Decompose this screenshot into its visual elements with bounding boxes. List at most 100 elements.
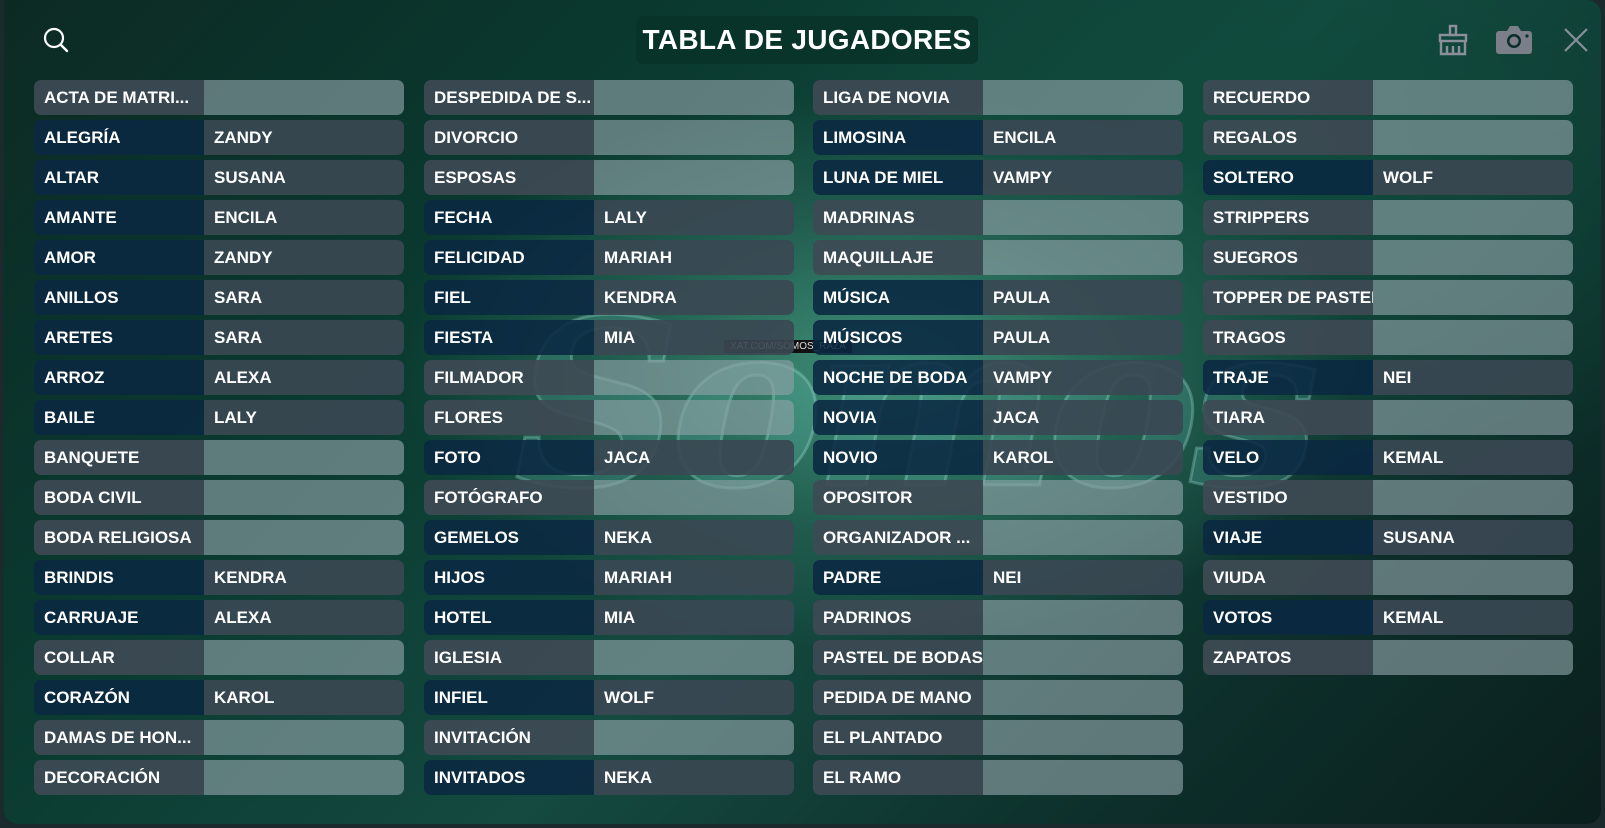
word-label: DESPEDIDA DE S... (424, 80, 594, 115)
player-name (1373, 120, 1573, 155)
player-name (983, 240, 1183, 275)
word-row[interactable]: BAILE LALY (34, 400, 404, 435)
word-row[interactable]: HIJOS MARIAH (424, 560, 794, 595)
word-row[interactable]: STRIPPERS (1203, 200, 1573, 235)
word-row[interactable]: IGLESIA (424, 640, 794, 675)
word-label: SOLTERO (1203, 160, 1373, 195)
word-label: FIEL (424, 280, 594, 315)
word-row[interactable]: COLLAR (34, 640, 404, 675)
word-row[interactable]: AMANTE ENCILA (34, 200, 404, 235)
word-row[interactable]: NOVIO KAROL (813, 440, 1183, 475)
word-row[interactable]: ZAPATOS (1203, 640, 1573, 675)
word-row[interactable]: VIUDA (1203, 560, 1573, 595)
word-row[interactable]: TRAGOS (1203, 320, 1573, 355)
page-title: TABLA DE JUGADORES (636, 16, 978, 64)
word-row[interactable]: REGALOS (1203, 120, 1573, 155)
player-name (204, 640, 404, 675)
player-name: MARIAH (594, 240, 794, 275)
word-row[interactable]: BRINDIS KENDRA (34, 560, 404, 595)
players-column: DESPEDIDA DE S... DIVORCIO ESPOSAS FECHA LAL… (424, 80, 794, 800)
word-row[interactable]: MÚSICOS PAULA (813, 320, 1183, 355)
word-row[interactable]: INVITADOS NEKA (424, 760, 794, 795)
word-row[interactable]: LIGA DE NOVIA (813, 80, 1183, 115)
word-label: VIAJE (1203, 520, 1373, 555)
word-label: DAMAS DE HON... (34, 720, 204, 755)
word-row[interactable]: MADRINAS (813, 200, 1183, 235)
word-row[interactable]: ANILLOS SARA (34, 280, 404, 315)
word-row[interactable]: AMOR ZANDY (34, 240, 404, 275)
word-label: INVITADOS (424, 760, 594, 795)
word-row[interactable]: ACTA DE MATRI... (34, 80, 404, 115)
word-label: ALEGRÍA (34, 120, 204, 155)
player-name: VAMPY (983, 360, 1183, 395)
word-row[interactable]: MAQUILLAJE (813, 240, 1183, 275)
word-row[interactable]: TIARA (1203, 400, 1573, 435)
word-row[interactable]: ALTAR SUSANA (34, 160, 404, 195)
word-row[interactable]: BODA CIVIL (34, 480, 404, 515)
close-button[interactable] (1556, 20, 1596, 60)
word-row[interactable]: PEDIDA DE MANO (813, 680, 1183, 715)
word-row[interactable]: FIESTA MIA (424, 320, 794, 355)
word-row[interactable]: EL RAMO (813, 760, 1183, 795)
clear-button[interactable] (1433, 20, 1473, 60)
word-row[interactable]: CARRUAJE ALEXA (34, 600, 404, 635)
player-name (204, 520, 404, 555)
word-row[interactable]: RECUERDO (1203, 80, 1573, 115)
player-name: KENDRA (204, 560, 404, 595)
word-row[interactable]: PASTEL DE BODAS (813, 640, 1183, 675)
word-row[interactable]: VOTOS KEMAL (1203, 600, 1573, 635)
word-row[interactable]: INFIEL WOLF (424, 680, 794, 715)
word-row[interactable]: LUNA DE MIEL VAMPY (813, 160, 1183, 195)
word-label: RECUERDO (1203, 80, 1373, 115)
word-row[interactable]: NOVIA JACA (813, 400, 1183, 435)
word-row[interactable]: LIMOSINA ENCILA (813, 120, 1183, 155)
word-row[interactable]: FOTÓGRAFO (424, 480, 794, 515)
search-button[interactable] (36, 20, 76, 60)
word-row[interactable]: FELICIDAD MARIAH (424, 240, 794, 275)
word-row[interactable]: TRAJE NEI (1203, 360, 1573, 395)
word-row[interactable]: DECORACIÓN (34, 760, 404, 795)
word-row[interactable]: OPOSITOR (813, 480, 1183, 515)
word-label: ARETES (34, 320, 204, 355)
word-row[interactable]: MÚSICA PAULA (813, 280, 1183, 315)
word-row[interactable]: GEMELOS NEKA (424, 520, 794, 555)
word-row[interactable]: SOLTERO WOLF (1203, 160, 1573, 195)
word-label: BODA CIVIL (34, 480, 204, 515)
word-row[interactable]: HOTEL MIA (424, 600, 794, 635)
word-row[interactable]: CORAZÓN KAROL (34, 680, 404, 715)
word-row[interactable]: DESPEDIDA DE S... (424, 80, 794, 115)
word-row[interactable]: TOPPER DE PASTEL (1203, 280, 1573, 315)
word-row[interactable]: VESTIDO (1203, 480, 1573, 515)
player-name (594, 360, 794, 395)
word-row[interactable]: DAMAS DE HON... (34, 720, 404, 755)
word-row[interactable]: EL PLANTADO (813, 720, 1183, 755)
word-row[interactable]: FOTO JACA (424, 440, 794, 475)
word-row[interactable]: NOCHE DE BODA VAMPY (813, 360, 1183, 395)
word-row[interactable]: SUEGROS (1203, 240, 1573, 275)
word-row[interactable]: ESPOSAS (424, 160, 794, 195)
word-row[interactable]: FECHA LALY (424, 200, 794, 235)
word-row[interactable]: BODA RELIGIOSA (34, 520, 404, 555)
word-label: TOPPER DE PASTEL (1203, 280, 1373, 315)
word-row[interactable]: ARETES SARA (34, 320, 404, 355)
word-row[interactable]: PADRE NEI (813, 560, 1183, 595)
word-row[interactable]: VIAJE SUSANA (1203, 520, 1573, 555)
word-row[interactable]: ARROZ ALEXA (34, 360, 404, 395)
word-label: MÚSICOS (813, 320, 983, 355)
word-row[interactable]: VELO KEMAL (1203, 440, 1573, 475)
word-row[interactable]: FILMADOR (424, 360, 794, 395)
camera-icon (1496, 26, 1532, 54)
word-row[interactable]: DIVORCIO (424, 120, 794, 155)
player-name (204, 480, 404, 515)
word-label: FOTÓGRAFO (424, 480, 594, 515)
word-row[interactable]: ALEGRÍA ZANDY (34, 120, 404, 155)
player-name: ENCILA (983, 120, 1183, 155)
word-row[interactable]: INVITACIÓN (424, 720, 794, 755)
word-row[interactable]: FLORES (424, 400, 794, 435)
word-row[interactable]: PADRINOS (813, 600, 1183, 635)
word-row[interactable]: BANQUETE (34, 440, 404, 475)
word-row[interactable]: ORGANIZADOR ... (813, 520, 1183, 555)
word-label: INVITACIÓN (424, 720, 594, 755)
word-row[interactable]: FIEL KENDRA (424, 280, 794, 315)
screenshot-button[interactable] (1494, 20, 1534, 60)
